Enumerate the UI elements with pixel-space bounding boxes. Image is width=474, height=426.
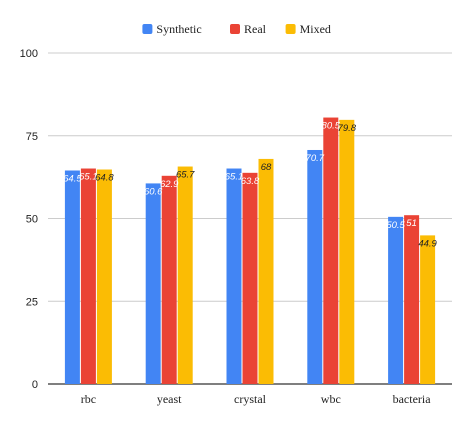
data-label: 65.1 bbox=[79, 172, 98, 183]
x-category-label: crystal bbox=[234, 392, 267, 406]
legend-label-mixed: Mixed bbox=[300, 22, 331, 36]
data-label: 64.8 bbox=[95, 173, 114, 184]
bar-synthetic-yeast bbox=[145, 183, 161, 384]
data-label: 79.8 bbox=[338, 123, 357, 134]
legend: Synthetic Real Mixed bbox=[142, 22, 331, 36]
bar-synthetic-rbc bbox=[64, 170, 80, 384]
legend-swatch-mixed bbox=[285, 24, 296, 34]
y-tick-label: 25 bbox=[26, 296, 38, 308]
y-tick-label: 0 bbox=[32, 379, 38, 391]
legend-label-synthetic: Synthetic bbox=[156, 22, 201, 36]
bar-real-rbc bbox=[80, 168, 96, 384]
legend-swatch-real bbox=[230, 24, 240, 34]
data-label: 51 bbox=[406, 218, 417, 229]
bar-synthetic-wbc bbox=[307, 149, 323, 384]
bar-real-wbc bbox=[323, 117, 339, 385]
bar-real-crystal bbox=[242, 172, 258, 384]
data-label: 65.1 bbox=[225, 172, 244, 183]
bar-mixed-wbc bbox=[339, 119, 355, 384]
data-label: 64.5 bbox=[63, 174, 82, 185]
bar-synthetic-bacteria bbox=[388, 216, 404, 384]
bar-synthetic-crystal bbox=[226, 168, 242, 384]
data-label: 63.8 bbox=[241, 176, 260, 187]
bar-mixed-rbc bbox=[96, 169, 112, 384]
y-axis-tick-labels: 0 25 50 75 100 bbox=[20, 48, 38, 391]
data-label: 62.9 bbox=[160, 179, 179, 190]
x-category-label: wbc bbox=[321, 392, 341, 406]
bar-mixed-yeast bbox=[177, 166, 193, 384]
bar-real-bacteria bbox=[404, 215, 420, 384]
data-label: 68 bbox=[261, 162, 272, 173]
data-labels: 64.565.164.860.662.965.7 65.163.86870.780… bbox=[63, 121, 437, 250]
legend-swatch-synthetic bbox=[142, 24, 153, 34]
data-label: 80.5 bbox=[322, 121, 341, 132]
bar-mixed-bacteria bbox=[420, 235, 436, 384]
y-tick-label: 75 bbox=[26, 131, 38, 143]
y-tick-label: 50 bbox=[26, 214, 38, 226]
data-label: 44.9 bbox=[418, 238, 437, 249]
y-tick-label: 100 bbox=[20, 48, 38, 60]
x-category-label: bacteria bbox=[393, 392, 432, 406]
data-label: 60.6 bbox=[144, 186, 163, 197]
data-label: 70.7 bbox=[306, 153, 325, 164]
x-axis-category-labels: rbc yeast crystal wbc bacteria bbox=[81, 392, 432, 406]
legend-label-real: Real bbox=[244, 22, 267, 36]
bar-groups bbox=[64, 117, 436, 385]
x-category-label: yeast bbox=[157, 392, 182, 406]
x-category-label: rbc bbox=[81, 392, 96, 406]
bar-real-yeast bbox=[161, 175, 177, 384]
data-label: 65.7 bbox=[176, 170, 195, 181]
bar-mixed-crystal bbox=[258, 158, 274, 384]
data-label: 50.5 bbox=[386, 220, 405, 231]
